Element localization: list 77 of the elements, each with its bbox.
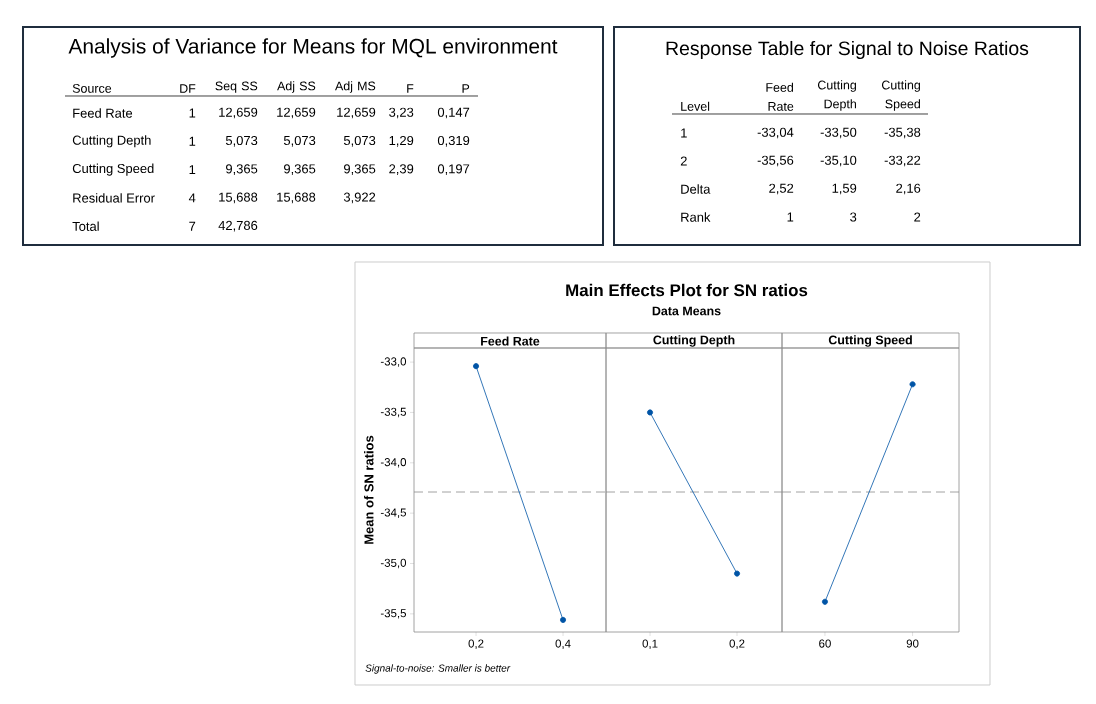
category-label: Seq SS [215,81,258,93]
text: Cutting Speed [72,163,154,176]
text: 1 [189,165,196,175]
text: 7 [189,221,196,231]
text: 12,659 [219,107,258,119]
x-tick-label: 0,2 [729,639,745,649]
text: Feed Rate [73,108,133,118]
text: 5,073 [283,135,316,147]
category-label: Feed Rate [766,82,794,111]
chart-title: Cutting Speed [828,335,912,347]
y-tick-label: -33,5 [380,407,407,418]
text: -35,56 [757,155,794,167]
x-tick-label: 60 [819,639,831,648]
text: -35,38 [884,127,921,139]
text: Residual Error [73,193,155,203]
category-label: Level [681,101,710,111]
text: 2 [680,156,687,166]
text: Signal-to-noise: Smaller is better [365,664,511,674]
category-label: Cutting Speed [881,80,920,111]
y-tick-label: -34,0 [380,458,407,468]
category-label: Adj SS [277,81,316,93]
text: 9,365 [284,164,316,175]
text: -33,50 [820,127,857,139]
text: 1,59 [832,183,857,195]
category-label: Source [72,83,112,93]
text: 2 [914,212,921,222]
text: Delta [681,184,711,194]
y-tick-label: -35,0 [380,558,407,569]
text: 3,922 [343,192,376,204]
text: 1 [681,128,687,138]
text: 4 [188,193,196,203]
x-tick-label: 0,2 [468,639,484,649]
chart-title: Cutting Depth [653,335,735,347]
text: -33,04 [757,127,794,139]
text: 0,147 [437,107,470,119]
text: 2,16 [896,183,921,195]
text: 1 [189,108,196,118]
x-tick-label: 0,1 [642,639,658,649]
text: 3,23 [389,107,414,119]
text: 15,688 [219,192,258,204]
text: 15,688 [277,192,316,204]
y-axis-title: Mean of SN ratios [364,435,374,544]
text: Data Means [652,306,721,316]
text: 42,786 [218,220,258,232]
x-tick-label: 90 [906,639,919,648]
text: 3 [850,212,857,222]
category-label: DF [180,84,196,93]
text: 0,319 [437,135,470,147]
text: 12,659 [277,107,316,119]
text: -33,22 [884,155,921,167]
text: 0,197 [437,164,470,175]
text: 12,659 [337,107,376,119]
text: Analysis of Variance for Means for MQL environment [68,38,558,58]
chart-title: Feed Rate [481,336,540,346]
category-label: Cutting Depth [817,80,856,111]
text: -35,10 [820,155,857,167]
text: 2,52 [769,183,794,195]
text: Response Table for Signal to Noise Ratios [666,40,1029,60]
text: 5,073 [225,135,258,147]
text: 1 [787,212,794,222]
x-tick-label: 0,4 [555,639,571,649]
text: 1,29 [389,135,414,147]
y-tick-label: -35,5 [380,609,407,619]
text: 5,073 [343,135,376,147]
y-tick-label: -34,5 [380,508,407,518]
text: Total [72,221,99,231]
text: 1 [189,136,196,146]
category-label: Adj MS [335,81,376,93]
y-tick-label: -33,0 [380,357,407,367]
text: Cutting Depth [72,135,151,148]
text: 9,365 [226,164,258,175]
text: 9,365 [344,164,376,175]
category-label: P [462,84,470,93]
category-label: F [407,84,414,93]
text: Rank [681,212,711,222]
text: Main Effects Plot for SN ratios [566,283,808,297]
text: 2,39 [389,164,414,175]
